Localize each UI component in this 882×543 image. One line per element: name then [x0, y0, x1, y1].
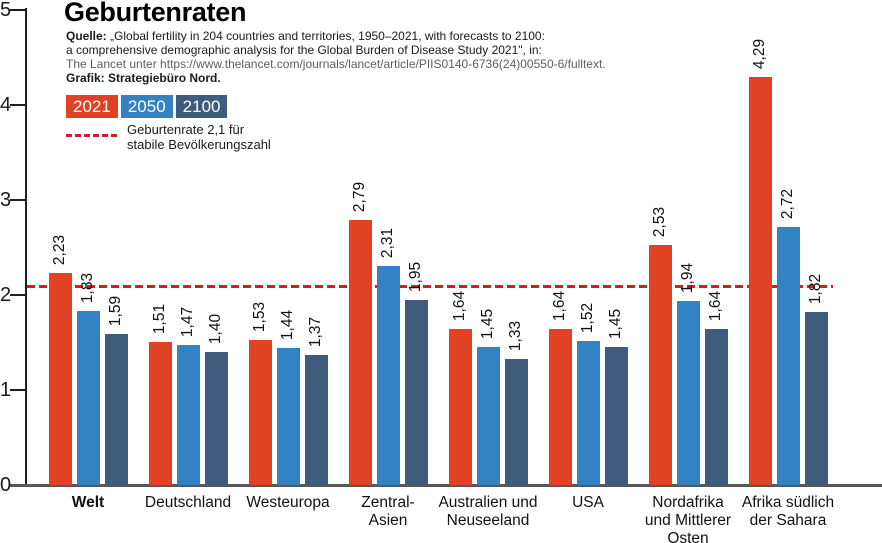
- bar-value-text: 2,31: [379, 227, 397, 259]
- bar-value-text: 1,40: [207, 313, 225, 345]
- bar-2050-group5: [577, 341, 600, 485]
- source-line-2: a comprehensive demographic analysis for…: [66, 43, 542, 57]
- bar-value-text: 1,83: [79, 272, 97, 304]
- bar-value-text: 1,94: [679, 262, 697, 294]
- bar-value-text: 1,51: [151, 303, 169, 335]
- legend-chip-2100: 2100: [175, 95, 228, 118]
- ytick-label-1: 1: [0, 379, 12, 401]
- bar-2021-group4: [449, 329, 472, 485]
- bar-2021-group0: [49, 273, 72, 485]
- bar-value-label-2100-group6: 1,64: [697, 283, 736, 329]
- bar-value-label-2100-group4: 1,33: [497, 313, 536, 359]
- ytick-label-2: 2: [0, 284, 12, 306]
- source-label: Quelle:: [66, 29, 107, 43]
- category-label-1: Deutschland: [144, 494, 232, 511]
- bar-value-label-2100-group2: 1,37: [297, 309, 336, 355]
- bar-value-text: 1,95: [407, 261, 425, 293]
- bar-value-text: 1,53: [251, 301, 269, 333]
- category-label-6: Nordafrika und Mittlerer Osten: [644, 494, 732, 543]
- bar-value-text: 1,47: [179, 306, 197, 338]
- category-label-7: Afrika südlich der Sahara: [741, 494, 835, 529]
- bar-value-text: 2,23: [51, 234, 69, 266]
- bar-2050-group3: [377, 266, 400, 485]
- bar-value-text: 1,45: [479, 308, 497, 340]
- bar-value-text: 2,79: [351, 181, 369, 213]
- bar-value-text: 4,29: [751, 38, 769, 70]
- bar-value-label-2100-group1: 1,40: [197, 306, 236, 352]
- bar-2021-group2: [249, 340, 272, 485]
- source-url: The Lancet unter https://www.thelancet.c…: [66, 57, 606, 71]
- bar-value-text: 1,64: [707, 290, 725, 322]
- source-note: Quelle: „Global fertility in 204 countri…: [66, 29, 606, 85]
- bar-value-text: 1,45: [607, 308, 625, 340]
- category-label-2: Westeuropa: [246, 494, 330, 511]
- bar-value-text: 1,37: [307, 316, 325, 348]
- bar-value-text: 2,53: [651, 206, 669, 238]
- ytick-label-4: 4: [0, 94, 12, 116]
- x-axis-baseline: [10, 484, 882, 487]
- bar-value-text: 1,33: [507, 320, 525, 352]
- bar-value-text: 1,59: [107, 295, 125, 327]
- category-label-5: USA: [572, 494, 604, 511]
- ytick-mark-3: [10, 199, 27, 201]
- bar-2050-group0: [77, 311, 100, 485]
- bar-2100-group7: [805, 312, 828, 485]
- bar-2100-group1: [205, 352, 228, 485]
- bar-2021-group5: [549, 329, 572, 485]
- threshold-dashed-line: [27, 284, 833, 288]
- bar-value-text: 1,44: [279, 309, 297, 341]
- ytick-label-5: 5: [0, 0, 12, 21]
- bar-value-label-2050-group7: 2,72: [769, 181, 808, 227]
- bar-value-text: 2,72: [779, 188, 797, 220]
- source-credit: Grafik: Strategiebüro Nord.: [66, 71, 221, 85]
- bar-value-label-2100-group3: 1,95: [397, 254, 436, 300]
- bar-2100-group6: [705, 329, 728, 485]
- bar-value-label-2021-group3: 2,79: [341, 174, 380, 220]
- bar-2050-group7: [777, 227, 800, 485]
- bar-2050-group1: [177, 345, 200, 485]
- ytick-label-3: 3: [0, 189, 12, 211]
- bar-2021-group1: [149, 342, 172, 485]
- ytick-mark-1: [10, 389, 27, 391]
- bar-value-text: 1,64: [551, 290, 569, 322]
- threshold-dash-icon: [66, 134, 119, 137]
- bar-2050-group6: [677, 301, 700, 485]
- series-legend: 2021 2050 2100: [66, 95, 228, 118]
- threshold-legend-label: Geburtenrate 2,1 für stabile Bevölkerung…: [127, 122, 271, 152]
- bar-2100-group3: [405, 300, 428, 485]
- ytick-mark-4: [10, 104, 27, 106]
- page-title: Geburtenraten: [64, 0, 247, 27]
- ytick-mark-5: [10, 9, 27, 11]
- bar-2050-group4: [477, 347, 500, 485]
- bar-value-label-2100-group0: 1,59: [97, 288, 136, 334]
- bar-2050-group2: [277, 348, 300, 485]
- threshold-legend: Geburtenrate 2,1 für stabile Bevölkerung…: [66, 122, 271, 152]
- y-axis-line: [25, 8, 27, 486]
- bar-2100-group0: [105, 334, 128, 485]
- legend-chip-2021: 2021: [66, 95, 118, 118]
- bar-2100-group4: [505, 359, 528, 485]
- bar-value-text: 1,52: [579, 302, 597, 334]
- ytick-mark-2: [10, 294, 27, 296]
- bar-value-label-2100-group7: 1,82: [797, 266, 836, 312]
- bar-value-label-2100-group5: 1,45: [597, 301, 636, 347]
- source-line-1: Quelle: „Global fertility in 204 countri…: [66, 29, 545, 43]
- category-label-3: Zentral- Asien: [361, 494, 415, 529]
- bar-value-text: 1,82: [807, 273, 825, 305]
- bar-value-text: 1,64: [451, 290, 469, 322]
- category-label-0: Welt: [71, 494, 105, 511]
- bar-2021-group7: [749, 77, 772, 485]
- ytick-label-0: 0: [0, 474, 12, 496]
- bar-2100-group5: [605, 347, 628, 485]
- category-label-4: Australien und Neuseeland: [438, 494, 538, 529]
- bar-value-label-2021-group7: 4,29: [741, 31, 780, 77]
- bar-2021-group6: [649, 245, 672, 485]
- bar-2100-group2: [305, 355, 328, 485]
- bar-2021-group3: [349, 220, 372, 485]
- bar-value-label-2021-group6: 2,53: [641, 199, 680, 245]
- legend-chip-2050: 2050: [120, 95, 173, 118]
